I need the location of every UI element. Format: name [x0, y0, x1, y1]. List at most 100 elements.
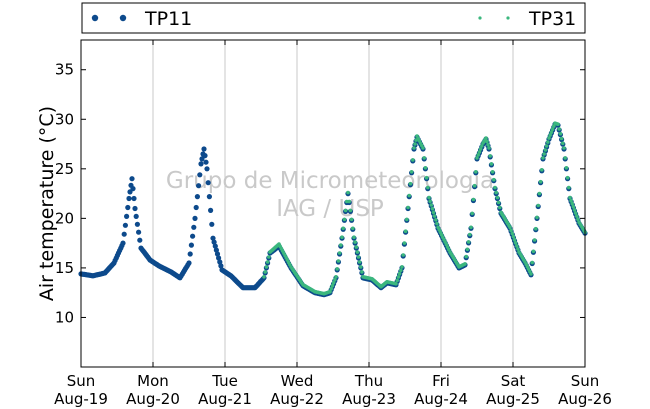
data-point	[205, 180, 211, 186]
data-point	[474, 170, 478, 174]
x-tick-label-day: Sat	[501, 372, 526, 390]
y-tick-label: 30	[55, 110, 74, 128]
data-point	[191, 224, 197, 230]
data-point	[513, 241, 518, 245]
data-point	[194, 194, 200, 200]
data-point	[427, 195, 431, 200]
data-point	[349, 217, 354, 222]
data-point	[262, 275, 266, 279]
data-point	[216, 255, 222, 261]
data-point	[126, 195, 132, 202]
data-point	[434, 218, 438, 222]
data-point	[529, 272, 533, 276]
x-tick-label-day: Mon	[137, 372, 169, 390]
data-point	[197, 172, 203, 178]
data-point	[510, 231, 515, 236]
data-point	[192, 215, 198, 221]
data-point	[196, 183, 202, 189]
data-point	[188, 242, 194, 248]
x-tick-label-day: Sun	[67, 372, 96, 390]
data-point	[333, 278, 337, 282]
data-point	[543, 148, 548, 152]
data-point	[532, 238, 537, 242]
data-point	[360, 270, 364, 274]
data-point	[422, 156, 427, 160]
data-point	[567, 185, 571, 190]
data-point	[343, 208, 348, 213]
data-point	[564, 166, 569, 170]
data-point	[546, 140, 550, 144]
data-point	[562, 146, 566, 150]
data-point	[565, 175, 570, 180]
data-point	[217, 259, 223, 265]
data-point	[559, 136, 564, 141]
data-point	[212, 243, 218, 249]
legend-label: TP31	[528, 8, 576, 30]
data-point	[534, 226, 538, 231]
data-point	[395, 278, 400, 283]
data-point	[210, 235, 216, 241]
data-point	[411, 158, 415, 162]
data-point	[509, 228, 513, 233]
data-point	[348, 208, 353, 213]
data-point	[402, 241, 407, 245]
data-point	[516, 247, 520, 251]
data-point	[490, 170, 495, 174]
data-point	[568, 195, 572, 200]
data-point	[540, 168, 544, 172]
data-point	[498, 205, 502, 210]
data-point	[120, 240, 126, 246]
data-point	[512, 237, 517, 242]
data-point	[198, 161, 204, 167]
grid-lines	[152, 40, 514, 367]
data-point	[537, 191, 542, 196]
data-point	[337, 251, 342, 255]
data-point	[133, 213, 139, 219]
data-point	[412, 146, 416, 150]
data-point	[561, 141, 565, 146]
data-point	[547, 136, 551, 140]
data-point	[480, 144, 484, 148]
data-point	[469, 225, 473, 230]
data-point	[496, 200, 501, 205]
data-point	[426, 185, 430, 190]
data-point	[339, 243, 343, 247]
data-point	[570, 201, 575, 206]
data-point	[535, 215, 539, 220]
data-point	[471, 197, 476, 202]
data-point	[548, 133, 552, 137]
data-point	[424, 175, 429, 180]
data-point	[572, 208, 577, 212]
data-point	[190, 233, 196, 239]
y-axis-label: Air temperature (°C)	[36, 106, 58, 301]
data-point	[213, 247, 219, 253]
x-tick-label-day: Fri	[432, 372, 450, 390]
data-point	[397, 271, 402, 276]
data-point	[129, 176, 135, 182]
x-tick-label-date: Aug-24	[414, 390, 468, 408]
data-point	[463, 262, 467, 266]
data-point	[413, 142, 417, 146]
data-point	[511, 234, 516, 239]
data-point	[193, 204, 199, 211]
legend-marker	[478, 16, 482, 20]
y-tick-label: 10	[55, 308, 74, 326]
data-point	[550, 127, 555, 131]
data-point	[478, 147, 483, 151]
data-point	[396, 275, 401, 279]
data-point	[203, 159, 209, 165]
x-axis: SunAug-19MonAug-20TueAug-21WedAug-22ThuA…	[54, 40, 612, 408]
y-tick-label: 25	[55, 160, 74, 178]
data-point	[406, 205, 410, 210]
data-point	[403, 229, 408, 233]
data-point	[432, 214, 437, 218]
data-point	[137, 237, 143, 243]
watermark-line: Grupo de Micrometeorologia	[166, 168, 494, 194]
data-point	[431, 210, 436, 215]
data-point	[515, 244, 519, 248]
data-point	[132, 205, 138, 212]
data-point	[356, 255, 361, 259]
data-point	[430, 206, 435, 211]
data-point	[489, 162, 494, 166]
